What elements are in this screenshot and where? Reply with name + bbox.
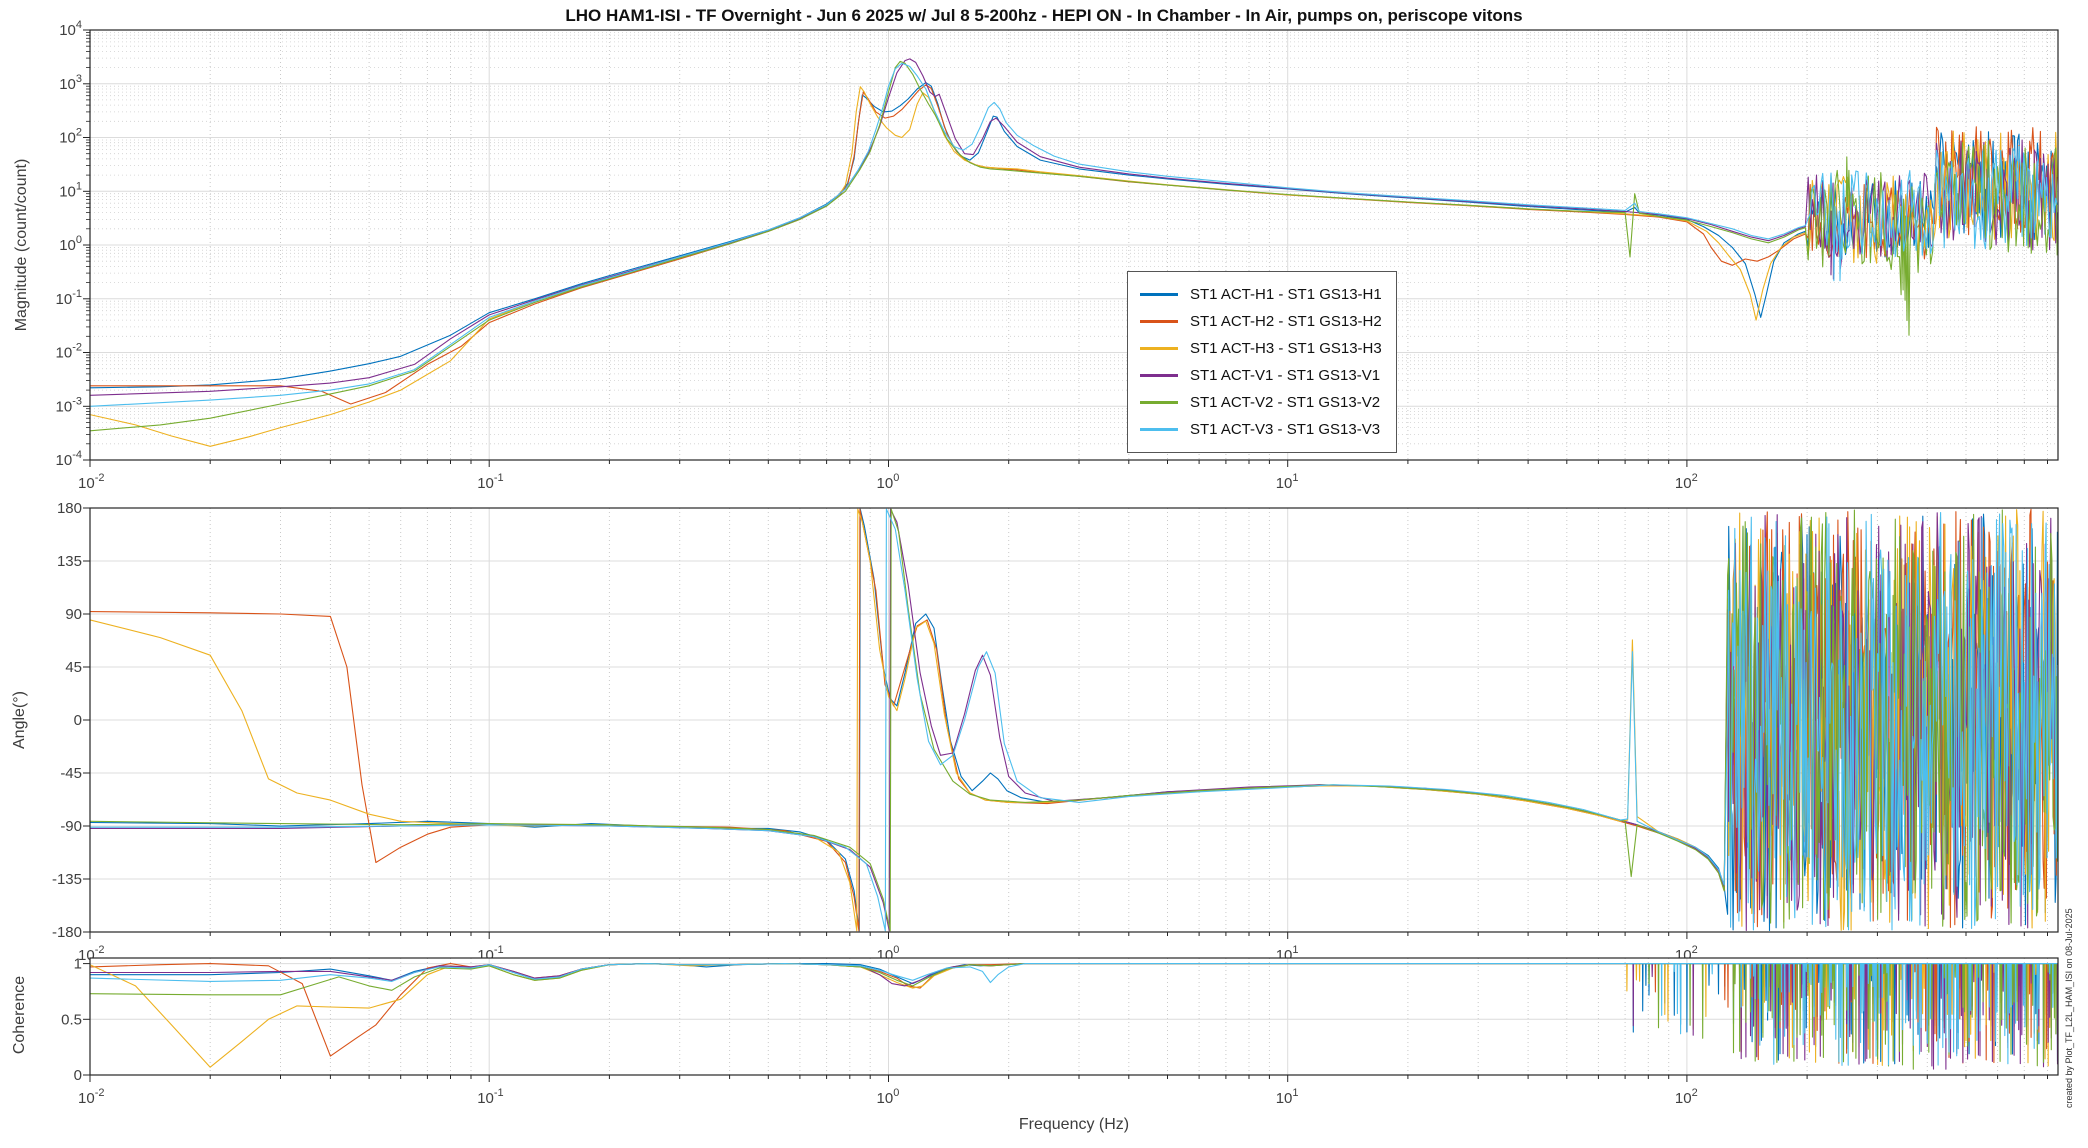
svg-text:10-1: 10-1: [477, 472, 503, 492]
coherence-y-axis-label: Coherence: [11, 975, 28, 1055]
svg-text:10-2: 10-2: [56, 342, 82, 362]
legend-line-swatch: [1140, 374, 1178, 377]
x-axis-label: Frequency (Hz): [1018, 1116, 1130, 1133]
legend-entry: ST1 ACT-H1 - ST1 GS13-H1: [1140, 281, 1382, 308]
legend-line-swatch: [1140, 428, 1178, 431]
svg-text:100: 100: [877, 472, 900, 492]
figure-title: LHO HAM1-ISI - TF Overnight - Jun 6 2025…: [565, 6, 1523, 25]
legend-label: ST1 ACT-H3 - ST1 GS13-H3: [1190, 340, 1382, 357]
legend-entry: ST1 ACT-H2 - ST1 GS13-H2: [1140, 308, 1382, 335]
svg-text:101: 101: [1276, 472, 1299, 492]
svg-text:180: 180: [57, 500, 82, 517]
legend-entry: ST1 ACT-V1 - ST1 GS13-V1: [1140, 362, 1382, 389]
legend-label: ST1 ACT-V2 - ST1 GS13-V2: [1190, 394, 1381, 411]
legend-entry: ST1 ACT-H3 - ST1 GS13-H3: [1140, 335, 1382, 362]
svg-text:102: 102: [1675, 1087, 1698, 1107]
svg-text:10-2: 10-2: [78, 472, 104, 492]
svg-text:45: 45: [65, 659, 82, 676]
svg-text:104: 104: [59, 19, 82, 39]
svg-text:102: 102: [1675, 472, 1698, 492]
legend-label: ST1 ACT-V3 - ST1 GS13-V3: [1190, 421, 1381, 438]
legend-label: ST1 ACT-H2 - ST1 GS13-H2: [1190, 313, 1382, 330]
magnitude-chart: 10-2 10-1 100 101 102 10-4 10-3 10-2 10-1 100 101 1…: [56, 19, 2059, 492]
svg-text:10-3: 10-3: [56, 395, 82, 415]
svg-text:10-1: 10-1: [56, 288, 82, 308]
svg-text:10-1: 10-1: [477, 1087, 503, 1107]
svg-text:10-4: 10-4: [56, 449, 82, 469]
credit-text: created by Plot_TF_L2L_HAM_ISI on 08-Jul…: [2064, 908, 2074, 1108]
svg-text:90: 90: [65, 606, 82, 623]
legend: ST1 ACT-H1 - ST1 GS13-H1 ST1 ACT-H2 - ST1…: [1127, 271, 1397, 453]
svg-text:0.5: 0.5: [61, 1011, 82, 1028]
angle-chart: 10-2 10-1 100 101 10218013590450-45-90-135-1…: [52, 500, 2059, 964]
svg-text:100: 100: [877, 1087, 900, 1107]
svg-text:100: 100: [59, 234, 82, 254]
legend-label: ST1 ACT-V1 - ST1 GS13-V1: [1190, 367, 1381, 384]
legend-entry: ST1 ACT-V2 - ST1 GS13-V2: [1140, 389, 1382, 416]
svg-text:-135: -135: [52, 871, 82, 888]
svg-text:-90: -90: [60, 818, 82, 835]
svg-text:0: 0: [74, 712, 82, 729]
legend-line-swatch: [1140, 347, 1178, 350]
legend-entry: ST1 ACT-V3 - ST1 GS13-V3: [1140, 416, 1382, 443]
magnitude-y-axis-label: Magnitude (count/count): [13, 158, 30, 332]
svg-text:1: 1: [74, 956, 82, 973]
svg-text:101: 101: [1276, 1087, 1299, 1107]
svg-text:101: 101: [59, 180, 82, 200]
legend-line-swatch: [1140, 401, 1178, 404]
svg-text:10-2: 10-2: [78, 1087, 104, 1107]
svg-text:102: 102: [59, 127, 82, 147]
legend-line-swatch: [1140, 320, 1178, 323]
legend-label: ST1 ACT-H1 - ST1 GS13-H1: [1190, 286, 1382, 303]
svg-text:0: 0: [74, 1067, 82, 1084]
svg-text:103: 103: [59, 73, 82, 93]
legend-line-swatch: [1140, 293, 1178, 296]
svg-text:-180: -180: [52, 924, 82, 941]
coherence-chart: 10-2 10-1 100 101 102 1 0.5 0: [61, 956, 2059, 1107]
angle-y-axis-label: Angle(°): [11, 691, 28, 749]
svg-text:135: 135: [57, 553, 82, 570]
svg-text:-45: -45: [60, 765, 82, 782]
